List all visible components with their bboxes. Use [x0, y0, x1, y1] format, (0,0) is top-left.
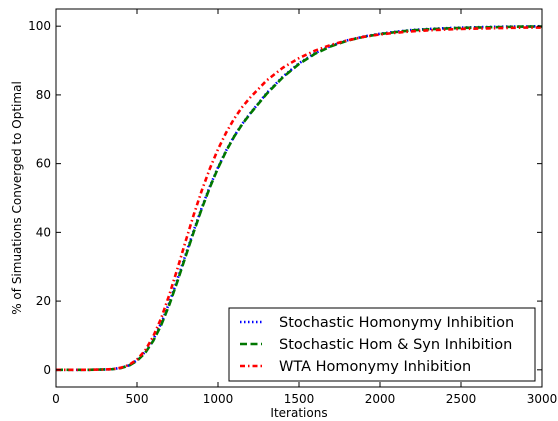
y-tick-label: 0 [43, 363, 51, 377]
x-tick-label: 2000 [365, 392, 396, 406]
x-axis: 0 500 1000 1500 2000 2500 3000 [52, 9, 557, 406]
x-tick-label: 1500 [284, 392, 315, 406]
legend-label-2: Stochastic Hom & Syn Inhibition [279, 337, 512, 353]
x-tick-label: 3000 [527, 392, 558, 406]
y-tick-label: 40 [36, 225, 51, 239]
legend-label-3: WTA Homonymy Inhibition [279, 359, 471, 375]
x-tick-label: 500 [126, 392, 149, 406]
legend: Stochastic Homonymy Inhibition Stochastic… [228, 307, 536, 382]
legend-box [228, 307, 536, 382]
y-tick-label: 80 [36, 88, 51, 102]
x-tick-label: 2500 [446, 392, 477, 406]
y-axis: 0 20 40 60 80 100 [28, 19, 542, 377]
legend-label-1: Stochastic Homonymy Inhibition [279, 315, 514, 331]
series-line-3 [56, 26, 542, 372]
x-tick-label: 0 [52, 392, 60, 406]
y-tick-label: 20 [36, 294, 51, 308]
y-axis-title: % of Simuations Converged to Optimal [10, 81, 24, 315]
y-tick-label: 60 [36, 157, 51, 171]
y-tick-label: 100 [28, 19, 51, 33]
x-axis-title: Iterations [270, 406, 327, 420]
series-layer [56, 24, 543, 372]
x-tick-label: 1000 [203, 392, 234, 406]
